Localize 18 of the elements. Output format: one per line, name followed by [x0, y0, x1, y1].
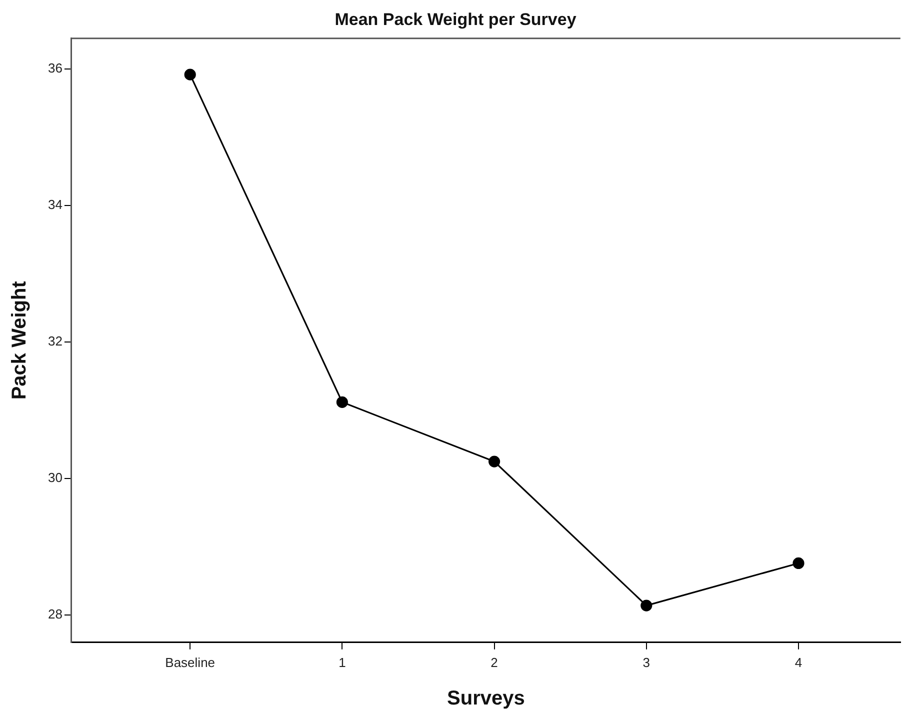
point	[792, 557, 804, 570]
point	[336, 396, 348, 408]
x-tick-label: 4	[794, 654, 802, 670]
point	[184, 68, 196, 80]
chart-title: Mean Pack Weight per Survey	[334, 10, 577, 29]
y-tick-label: 28	[48, 606, 62, 622]
x-axis-title: Surveys	[447, 688, 525, 710]
point	[488, 456, 500, 468]
x-tick-label: 1	[338, 654, 346, 670]
x-tick-label: 2	[490, 654, 498, 670]
x-tick-label: 3	[642, 654, 650, 670]
y-tick-label: 32	[48, 334, 62, 349]
y-tick-label: 30	[48, 470, 62, 486]
y-axis-title: Pack Weight	[8, 280, 31, 400]
x-tick-label: Baseline	[165, 654, 216, 670]
point	[640, 600, 652, 612]
y-tick-label: 36	[48, 60, 62, 76]
y-tick-label: 34	[48, 197, 62, 212]
